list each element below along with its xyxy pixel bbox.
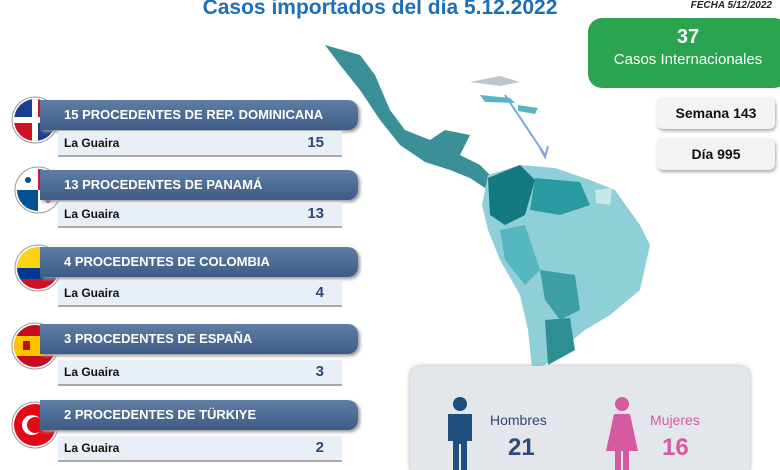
origin-row: La Guaira 3 — [58, 360, 342, 386]
origin-row: La Guaira 13 — [58, 202, 342, 228]
origin-row: La Guaira 15 — [58, 131, 342, 157]
origin-row: La Guaira 2 — [58, 436, 342, 462]
men: 21 — [508, 434, 535, 461]
man-icon — [448, 397, 472, 470]
origin-label: 15 PROCEDENTES DE REP. DOMINICANA — [40, 100, 358, 130]
origin-label: 4 PROCEDENTES DE COLOMBIA — [40, 247, 358, 277]
count: 4 — [315, 284, 324, 301]
title: Casos importados del día 5.12.2022 — [202, 0, 558, 19]
women: 16 — [662, 434, 689, 461]
count: 2 — [315, 439, 324, 456]
origin-label: 2 PROCEDENTES DE TÜRKIYE — [40, 400, 358, 430]
origin-label: 3 PROCEDENTES DE ESPAÑA — [40, 324, 358, 354]
origin-label: 13 PROCEDENTES DE PANAMÁ — [40, 170, 358, 200]
women-label: Mujeres — [650, 412, 700, 428]
count: 13 — [307, 205, 324, 222]
flag-dominican — [11, 96, 59, 144]
total-label: Casos Internacionales — [613, 51, 763, 68]
day: Día 995 — [657, 138, 775, 170]
date: FECHA 5/12/2022 — [690, 0, 772, 11]
total: 37 — [676, 26, 700, 48]
count: 3 — [315, 363, 324, 380]
state: La Guaira — [64, 441, 120, 455]
week: Semana 143 — [657, 97, 775, 129]
state: La Guaira — [64, 286, 120, 300]
woman-icon — [606, 397, 638, 470]
gender-box: Hombres 21 Mujeres 16 — [410, 366, 750, 470]
origin-row: La Guaira 4 — [58, 281, 342, 307]
state: La Guaira — [64, 365, 120, 379]
total-card: 37 Casos Internacionales — [588, 18, 780, 88]
state: La Guaira — [64, 207, 120, 221]
men-label: Hombres — [490, 412, 547, 428]
state: La Guaira — [64, 136, 120, 150]
count: 15 — [307, 134, 324, 151]
map — [325, 45, 650, 368]
